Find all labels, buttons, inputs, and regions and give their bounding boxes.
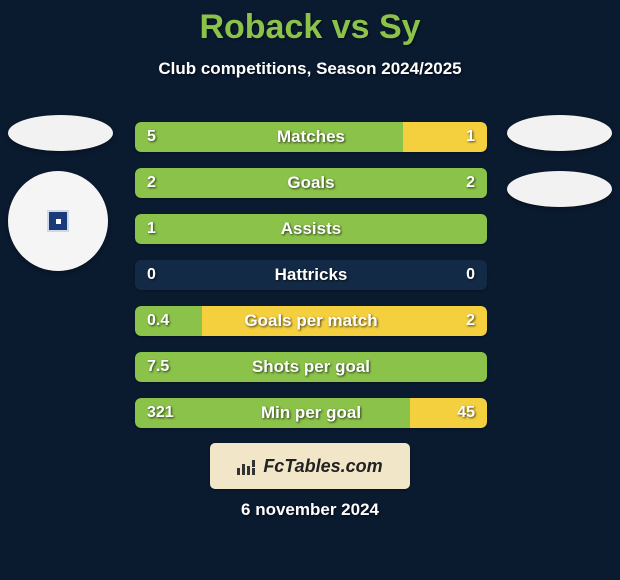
stat-left-value: 0 — [147, 266, 156, 284]
page-title: Roback vs Sy — [0, 0, 620, 47]
nation-badge-right — [507, 171, 612, 207]
stat-label: Goals per match — [135, 311, 487, 331]
stat-label: Matches — [135, 127, 487, 147]
stat-right-value: 45 — [457, 404, 475, 422]
source-logo: FcTables.com — [210, 443, 410, 489]
stat-label: Hattricks — [135, 265, 487, 285]
nation-badge-left — [8, 171, 108, 271]
stat-right-value: 1 — [466, 128, 475, 146]
stat-left-value: 7.5 — [147, 358, 169, 376]
date-label: 6 november 2024 — [0, 500, 620, 520]
club-badge-left — [8, 115, 113, 151]
stat-left-value: 0.4 — [147, 312, 169, 330]
stat-row: Min per goal321 45 — [135, 398, 487, 428]
stat-right-value: 2 — [466, 312, 475, 330]
stat-left-value: 5 — [147, 128, 156, 146]
stat-right-value: 2 — [466, 174, 475, 192]
stat-label: Min per goal — [135, 403, 487, 423]
logo-text: FcTables.com — [263, 456, 382, 477]
flag-icon — [47, 210, 69, 232]
subtitle: Club competitions, Season 2024/2025 — [0, 59, 620, 79]
stat-label: Goals — [135, 173, 487, 193]
stat-left-value: 1 — [147, 220, 156, 238]
stat-row: Goals per match0.4 2 — [135, 306, 487, 336]
chart-icon — [237, 457, 257, 475]
stat-left-value: 2 — [147, 174, 156, 192]
stats-bars: Matches51Goals22Assists1Hattricks00Goals… — [135, 122, 487, 444]
stat-row: Matches5 1 — [135, 122, 487, 152]
stat-row: Assists1 — [135, 214, 487, 244]
stat-right-value: 0 — [466, 266, 475, 284]
stat-row: Hattricks0 0 — [135, 260, 487, 290]
stat-label: Shots per goal — [135, 357, 487, 377]
left-badges — [8, 115, 113, 271]
stat-row: Goals2 2 — [135, 168, 487, 198]
stat-left-value: 321 — [147, 404, 174, 422]
stat-label: Assists — [135, 219, 487, 239]
right-badges — [507, 115, 612, 227]
stat-row: Shots per goal7.5 — [135, 352, 487, 382]
club-badge-right — [507, 115, 612, 151]
